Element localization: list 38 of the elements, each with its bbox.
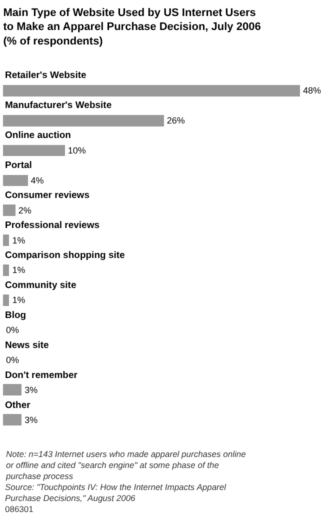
data-label: 48% [303,86,322,96]
y-tick-label: Professional reviews [5,220,100,231]
y-tick-label: Online auction [5,130,72,141]
text: 086301 [5,504,34,514]
text: Note: n=143 Internet users who made apparel purchases online or offline and cited "search engine" at some phase of the purchase process [5,449,246,482]
data-label: 26% [166,116,185,126]
data-label: 1% [12,295,26,306]
bar [3,174,28,186]
data-label: 2% [18,205,32,216]
y-tick-label: Other [5,400,31,411]
bar [3,114,164,126]
bar [3,144,65,156]
y-tick-label: Manufacturer's Website [5,100,112,111]
bar [3,384,22,396]
data-label: 1% [12,265,26,276]
data-label: 0% [6,354,20,365]
data-label: 1% [12,235,26,246]
data-label: 4% [30,175,44,186]
data-label: 3% [24,414,38,425]
bar [3,264,10,276]
y-tick-label: Community site [5,280,76,291]
y-tick-label: Retailer's Website [5,70,86,81]
y-tick-label: Don't remember [5,370,78,381]
y-tick-label: Blog [5,310,26,321]
y-tick-label: Consumer reviews [5,190,90,201]
bar [3,234,10,246]
data-label: 0% [6,325,20,336]
y-tick-label: Comparison shopping site [5,250,125,261]
data-label: 3% [24,384,38,395]
chart-title: Main Type of Website Used by US Internet Users to Make an Apparel Purchase Decision, July 2006 (% of respondents) [3,6,261,48]
source-note: Source: "Touchpoints IV: How the Internet Impacts Apparel Purchase Decisions," August 2006 [5,482,228,504]
y-tick-label: Portal [5,160,32,171]
bar [3,294,10,306]
y-tick-label: News site [5,340,49,351]
data-label: 10% [68,146,86,156]
bar [3,204,16,216]
bar [3,85,300,96]
bar [3,414,22,426]
